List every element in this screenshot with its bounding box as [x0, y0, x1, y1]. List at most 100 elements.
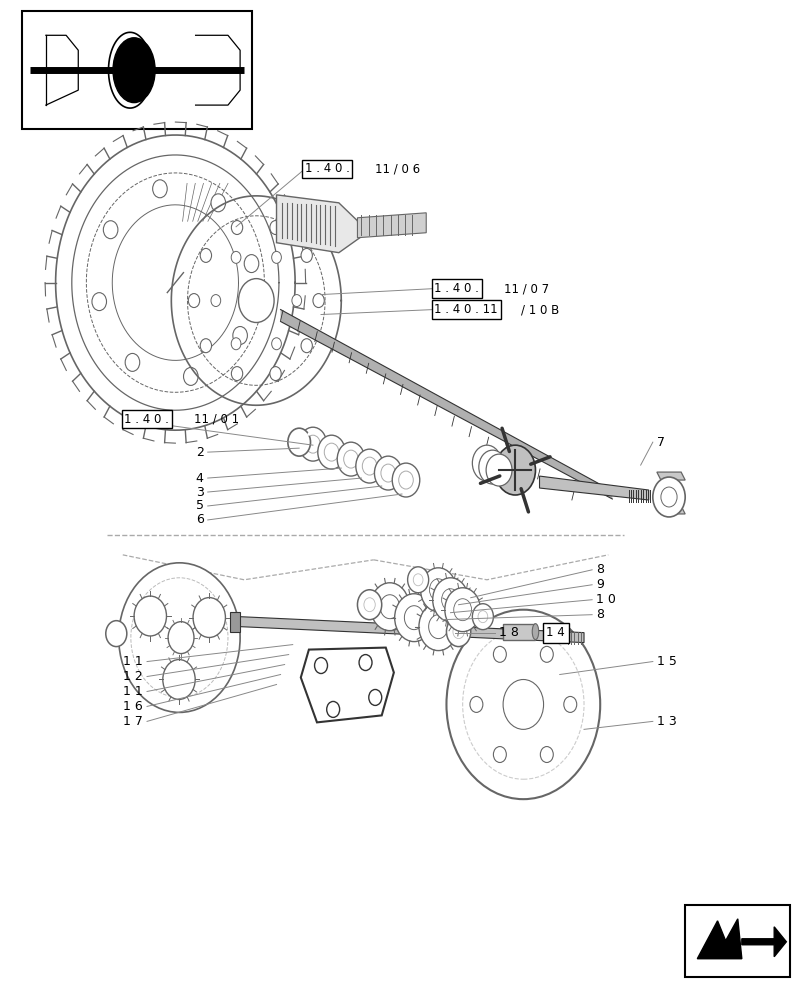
Text: 1 3: 1 3 [656, 715, 676, 728]
Circle shape [324, 443, 338, 461]
Circle shape [131, 578, 228, 697]
Text: / 1 0 B: / 1 0 B [520, 303, 558, 316]
Text: 6: 6 [195, 513, 204, 526]
Circle shape [478, 611, 487, 623]
Polygon shape [741, 927, 785, 957]
Circle shape [269, 367, 281, 381]
Circle shape [337, 442, 364, 476]
Circle shape [539, 646, 552, 662]
Circle shape [357, 590, 381, 620]
Ellipse shape [113, 38, 155, 103]
Circle shape [362, 457, 376, 475]
Circle shape [453, 625, 464, 639]
Circle shape [269, 221, 281, 235]
Circle shape [134, 596, 166, 636]
Circle shape [420, 568, 456, 612]
Circle shape [287, 428, 310, 456]
Circle shape [363, 598, 375, 612]
Circle shape [233, 327, 247, 344]
Text: 1 . 4 0 .: 1 . 4 0 . [434, 282, 478, 295]
Circle shape [168, 622, 194, 654]
Text: 1 8: 1 8 [499, 626, 518, 639]
Circle shape [231, 338, 241, 350]
Text: 3: 3 [195, 486, 204, 499]
Text: 11 / 0 7: 11 / 0 7 [504, 282, 548, 295]
Circle shape [231, 251, 241, 263]
Circle shape [446, 610, 599, 799]
Circle shape [368, 689, 381, 705]
Circle shape [200, 339, 212, 353]
Circle shape [118, 563, 240, 712]
Text: 1 7: 1 7 [123, 715, 143, 728]
Circle shape [453, 599, 471, 621]
Circle shape [428, 615, 448, 639]
Text: 11 / 0 1: 11 / 0 1 [194, 413, 239, 426]
Circle shape [183, 367, 198, 385]
Circle shape [231, 367, 242, 381]
Circle shape [211, 194, 225, 212]
Polygon shape [300, 648, 393, 722]
Circle shape [413, 574, 423, 586]
Circle shape [317, 435, 345, 469]
Text: 1 5: 1 5 [656, 655, 676, 668]
Circle shape [231, 221, 242, 235]
Circle shape [429, 579, 447, 601]
Circle shape [238, 279, 274, 322]
Circle shape [486, 454, 512, 486]
Bar [684, 905, 789, 977]
Circle shape [394, 594, 433, 642]
Circle shape [407, 567, 428, 593]
Ellipse shape [531, 624, 538, 640]
Text: 1 6: 1 6 [123, 700, 143, 713]
Text: 9: 9 [595, 578, 603, 591]
Text: 8: 8 [595, 608, 603, 621]
Circle shape [539, 747, 552, 762]
Circle shape [326, 701, 339, 717]
Circle shape [272, 251, 281, 263]
Circle shape [462, 630, 583, 779]
Text: 1 . 4 0 .: 1 . 4 0 . [304, 162, 350, 175]
Polygon shape [230, 612, 240, 632]
Circle shape [380, 464, 395, 482]
Text: 1 . 4 0 .: 1 . 4 0 . [124, 413, 169, 426]
Circle shape [163, 660, 195, 699]
Circle shape [444, 588, 480, 632]
Circle shape [200, 248, 212, 262]
Text: 2: 2 [195, 446, 204, 459]
Circle shape [301, 339, 312, 353]
Text: 1 0: 1 0 [595, 593, 616, 606]
Circle shape [472, 604, 493, 630]
Circle shape [495, 445, 534, 495]
Circle shape [272, 338, 281, 350]
Circle shape [358, 655, 371, 671]
Circle shape [652, 477, 684, 517]
Circle shape [343, 450, 358, 468]
Circle shape [432, 578, 468, 622]
Polygon shape [503, 624, 534, 640]
Text: 4: 4 [195, 472, 204, 485]
Circle shape [298, 427, 326, 461]
Circle shape [493, 646, 506, 662]
Circle shape [441, 589, 459, 611]
Text: 1 . 4 0 . 11: 1 . 4 0 . 11 [434, 303, 497, 316]
Bar [22, 11, 252, 129]
Circle shape [125, 353, 139, 371]
Circle shape [291, 295, 301, 307]
Circle shape [478, 450, 506, 484]
Circle shape [211, 295, 221, 307]
Circle shape [470, 696, 483, 712]
Circle shape [105, 621, 127, 647]
Polygon shape [697, 919, 741, 959]
Polygon shape [357, 213, 426, 238]
Polygon shape [539, 476, 648, 500]
Circle shape [493, 747, 506, 762]
Circle shape [370, 583, 409, 631]
Circle shape [404, 606, 423, 630]
Circle shape [374, 456, 401, 490]
Circle shape [472, 445, 501, 481]
Circle shape [446, 617, 470, 647]
Circle shape [398, 471, 413, 489]
Circle shape [152, 180, 167, 198]
Text: 7: 7 [656, 436, 664, 449]
Circle shape [380, 595, 399, 619]
